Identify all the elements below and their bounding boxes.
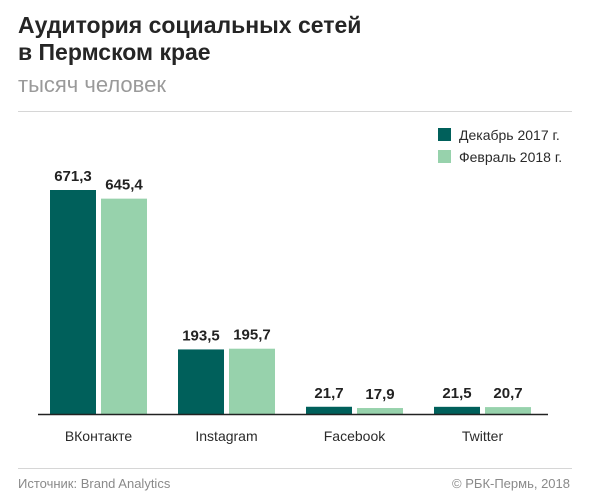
data-label: 645,4 — [105, 177, 143, 194]
bottom-divider — [18, 468, 572, 469]
bar-feb2018-0 — [101, 198, 147, 414]
category-label: Twitter — [462, 428, 504, 444]
source-note: Источник: Brand Analytics — [18, 476, 171, 491]
data-label: 21,5 — [442, 385, 471, 402]
bar-dec2017-1 — [178, 349, 224, 414]
chart-subtitle: тысяч человек — [18, 72, 166, 97]
category-label: Facebook — [324, 428, 386, 444]
bar-dec2017-3 — [434, 406, 480, 414]
legend-item-series2: Февраль 2018 г. — [438, 147, 562, 166]
data-label: 20,7 — [493, 385, 522, 402]
bar-feb2018-2 — [357, 408, 403, 414]
copyright-note: © РБК-Пермь, 2018 — [452, 476, 570, 491]
bar-feb2018-3 — [485, 407, 531, 414]
data-label: 671,3 — [54, 168, 92, 185]
legend-label-series1: Декабрь 2017 г. — [459, 126, 560, 143]
data-label: 193,5 — [182, 327, 220, 344]
legend-label-series2: Февраль 2018 г. — [459, 148, 563, 165]
data-label: 195,7 — [233, 327, 271, 344]
legend-swatch-series2 — [438, 150, 451, 163]
data-label: 21,7 — [314, 385, 343, 402]
chart-legend: Декабрь 2017 г. Февраль 2018 г. — [438, 125, 562, 169]
category-label: Instagram — [195, 428, 257, 444]
bar-dec2017-2 — [306, 406, 352, 414]
chart-title: Аудитория социальных сетей в Пермском кр… — [18, 12, 438, 66]
bar-dec2017-0 — [50, 190, 96, 414]
top-divider — [18, 111, 572, 112]
data-label: 17,9 — [365, 386, 394, 403]
category-label: ВКонтакте — [65, 428, 133, 444]
legend-item-series1: Декабрь 2017 г. — [438, 125, 562, 144]
chart-title-line2: в Пермском крае — [18, 39, 211, 65]
bar-feb2018-1 — [229, 348, 275, 414]
legend-swatch-series1 — [438, 128, 451, 141]
chart-title-line1: Аудитория социальных сетей — [18, 12, 362, 38]
